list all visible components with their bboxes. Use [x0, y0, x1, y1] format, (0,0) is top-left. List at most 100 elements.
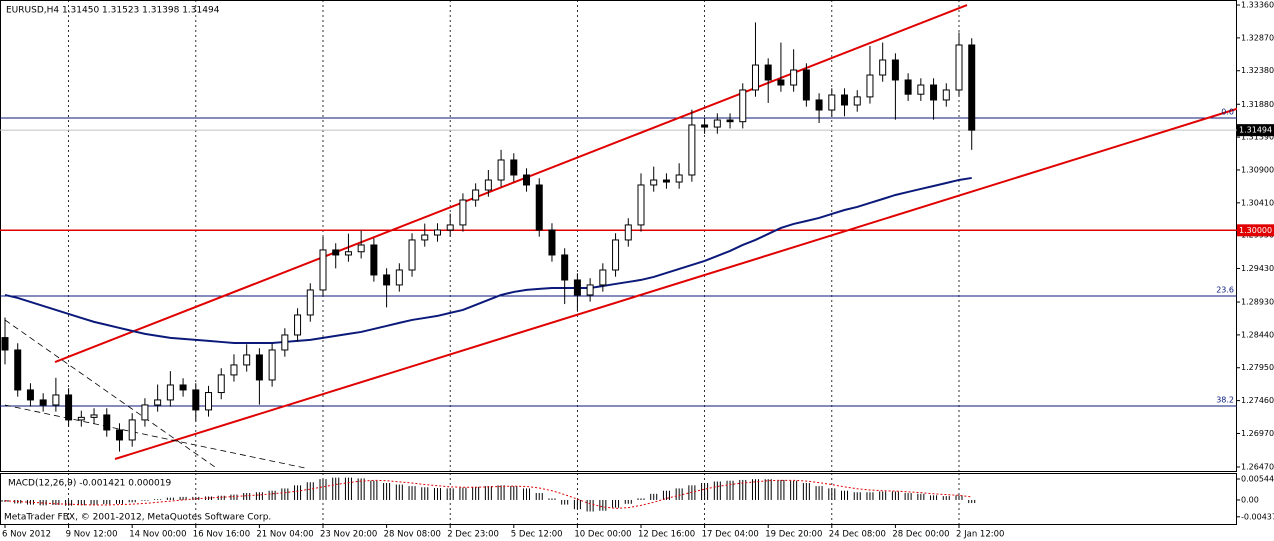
candle-body	[675, 174, 683, 183]
y-tick-label: 1.30410	[1241, 198, 1274, 207]
macd-title: MACD(12,26,9) -0.001421 0.000019	[8, 479, 171, 489]
candle-body	[879, 59, 887, 76]
candle-body	[764, 64, 772, 81]
candle-body	[701, 124, 709, 128]
candle-body	[65, 394, 73, 421]
macd-signal	[4, 479, 972, 509]
candle-body	[26, 389, 34, 401]
candle-body	[497, 159, 505, 181]
candle-body	[917, 84, 925, 95]
y-tick-label: 1.33360	[1241, 1, 1274, 10]
candle-body	[255, 354, 263, 381]
candle-body	[637, 184, 645, 226]
candle-body	[751, 64, 759, 91]
x-tick-label: 16 Nov 16:00	[193, 530, 250, 540]
candle-body	[523, 174, 531, 186]
x-tick-label: 5 Dec 12:00	[511, 530, 563, 540]
candle-body	[446, 224, 454, 231]
candle-body	[548, 229, 556, 256]
candle-body	[103, 414, 111, 431]
trendline	[4, 404, 306, 469]
candle-body	[968, 44, 976, 131]
candle-body	[841, 94, 849, 106]
candle-body	[662, 179, 670, 183]
fib-label: 0.0	[1221, 108, 1234, 117]
x-tick-label: 10 Dec 00:00	[574, 530, 631, 540]
macd-tick-label: -0.00437	[1241, 512, 1274, 521]
candle-body	[713, 119, 721, 128]
y-tick-label: 1.32380	[1241, 66, 1274, 75]
candle-body	[739, 89, 747, 123]
candle-body	[179, 384, 187, 391]
candle-body	[790, 69, 798, 86]
x-tick-label: 24 Dec 08:00	[829, 530, 886, 540]
y-tick-label: 1.32870	[1241, 33, 1274, 42]
candle-body	[306, 289, 314, 316]
candle-body	[370, 244, 378, 276]
x-tick-label: 14 Nov 00:00	[129, 530, 186, 540]
y-tick-label: 1.28440	[1241, 330, 1274, 339]
main-frame	[0, 0, 1237, 472]
candle-body	[904, 79, 912, 95]
candle-body	[930, 84, 938, 101]
candle-body	[294, 314, 302, 336]
candle-body	[599, 269, 607, 286]
main-plot	[0, 0, 1237, 471]
y-tick-label: 1.26470	[1241, 462, 1274, 471]
candle-body	[815, 99, 823, 111]
y-tick-label: 1.27950	[1241, 363, 1274, 372]
y-tick-label: 1.29430	[1241, 264, 1274, 273]
price-level-label: 1.30000	[1239, 226, 1272, 235]
x-tick-label: 6 Nov 2012	[2, 530, 51, 540]
x-tick-label: 23 Nov 20:00	[320, 530, 377, 540]
candle-body	[128, 419, 136, 441]
candle-body	[408, 239, 416, 271]
last-price-box	[1237, 124, 1274, 137]
candle-body	[459, 199, 467, 226]
candle-body	[115, 429, 123, 441]
candle-body	[192, 389, 200, 411]
trendline	[4, 319, 216, 468]
candle-body	[624, 224, 632, 241]
candle-body	[561, 254, 569, 281]
candle-body	[344, 251, 352, 256]
candle-body	[612, 239, 620, 271]
chart-title: EURUSD,H4 1.31450 1.31523 1.31398 1.3149…	[6, 6, 220, 16]
macd-tick-label: 0.00	[1241, 495, 1259, 504]
y-tick-label: 1.30900	[1241, 165, 1274, 174]
candle-body	[891, 59, 899, 81]
candle-body	[230, 364, 238, 376]
macd-frame	[0, 473, 1237, 525]
x-tick-label: 2 Jan 12:00	[956, 530, 1004, 540]
y-tick-label: 1.31880	[1241, 100, 1274, 109]
candle-body	[281, 334, 289, 351]
x-tick-label: 9 Nov 12:00	[66, 530, 118, 540]
y-tick-label: 1.26970	[1241, 429, 1274, 438]
fib-label: 23.6	[1216, 286, 1234, 295]
candle-body	[39, 399, 47, 406]
candle-body	[14, 349, 22, 391]
candle-body	[777, 79, 785, 86]
candle-body	[166, 384, 174, 401]
candle-body	[141, 404, 149, 421]
price-level-box	[1237, 224, 1274, 237]
candle-body	[535, 184, 543, 231]
x-tick-label: 19 Dec 20:00	[765, 530, 822, 540]
candle-body	[395, 269, 403, 286]
candle-body	[726, 119, 734, 123]
candle-body	[90, 414, 98, 418]
candle-body	[421, 234, 429, 241]
trendline	[114, 107, 1237, 460]
candle-body	[484, 179, 492, 191]
last-price-label: 1.31494	[1239, 126, 1272, 135]
candle-body	[243, 354, 251, 366]
trendline	[54, 4, 968, 363]
candle-body	[332, 249, 340, 256]
candle-body	[853, 96, 861, 106]
candle-body	[268, 349, 276, 381]
candle-body	[357, 244, 365, 253]
x-tick-label: 12 Dec 16:00	[638, 530, 695, 540]
candle-body	[828, 94, 836, 111]
